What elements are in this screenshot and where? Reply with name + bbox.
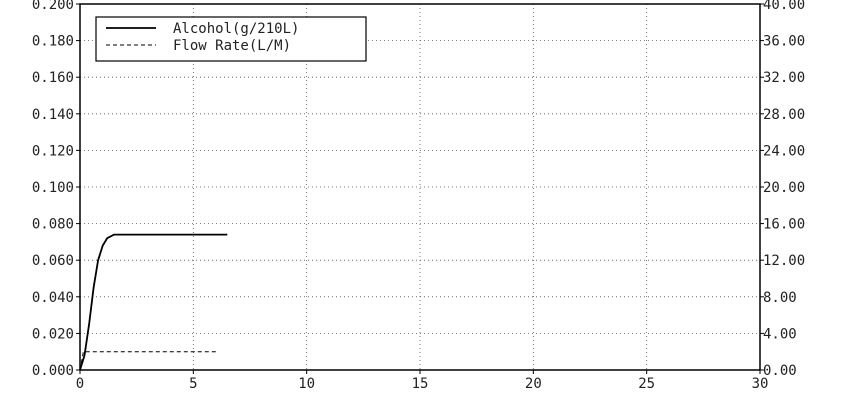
y-right-tick-label: 20.00	[763, 180, 805, 196]
y-left-tick-label: 0.040	[32, 290, 74, 306]
y-left-tick-label: 0.200	[32, 0, 74, 13]
y-right-tick-label: 28.00	[763, 107, 805, 123]
y-right-tick-label: 40.00	[763, 0, 805, 13]
legend: Alcohol(g/210L)Flow Rate(L/M)	[95, 16, 367, 62]
legend-label: Alcohol(g/210L)	[173, 21, 299, 37]
y-left-tick-label: 0.180	[32, 34, 74, 50]
y-right-tick-label: 36.00	[763, 34, 805, 50]
y-right-tick-label: 16.00	[763, 217, 805, 233]
x-tick-label: 15	[412, 376, 429, 392]
series-line-alcohol	[79, 233, 228, 371]
y-right-tick-label: 4.00	[763, 326, 797, 342]
y-left-tick-label: 0.020	[32, 326, 74, 342]
legend-label: Flow Rate(L/M)	[173, 38, 291, 54]
series-line-flow-rate	[79, 351, 216, 371]
y-left-tick-label: 0.100	[32, 180, 74, 196]
x-tick-label: 0	[76, 376, 84, 392]
x-tick-label: 10	[298, 376, 315, 392]
y-left-tick-label: 0.060	[32, 253, 74, 269]
x-tick-label: 30	[752, 376, 769, 392]
y-right-tick-label: 12.00	[763, 253, 805, 269]
x-tick-label: 5	[189, 376, 197, 392]
y-left-tick-label: 0.000	[32, 363, 74, 379]
y-left-tick-label: 0.160	[32, 70, 74, 86]
x-tick-label: 25	[638, 376, 655, 392]
y-right-tick-label: 24.00	[763, 143, 805, 159]
x-axis-ticks: 0 5 10 15 20 25 30	[76, 370, 769, 392]
y-left-tick-label: 0.080	[32, 217, 74, 233]
y-right-tick-label: 8.00	[763, 290, 797, 306]
legend-box	[95, 16, 367, 62]
x-tick-label: 20	[525, 376, 542, 392]
y-right-tick-label: 0.00	[763, 363, 797, 379]
grid	[80, 4, 760, 370]
y-left-tick-label: 0.120	[32, 143, 74, 159]
series-layer	[79, 233, 228, 371]
y-right-axis-ticks: 0.00 4.00 8.00 12.00 16.00 20.00 24.00 28.00 32.…	[760, 0, 805, 379]
y-right-tick-label: 32.00	[763, 70, 805, 86]
y-left-axis-ticks: 0.000 0.020 0.040 0.060 0.080 0.100 0.120 0.140…	[32, 0, 80, 379]
y-left-tick-label: 0.140	[32, 107, 74, 123]
